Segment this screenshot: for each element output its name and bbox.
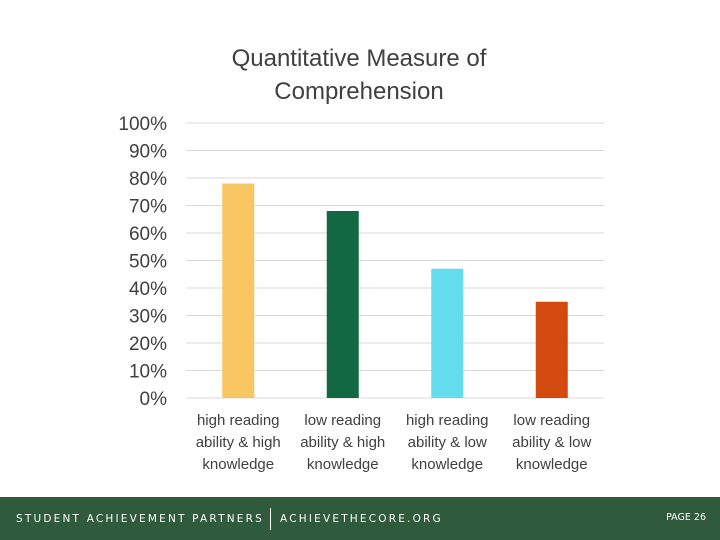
bar: [326, 211, 359, 398]
x-category-label: ability & high: [196, 434, 281, 451]
chart: Quantitative Measure of Comprehension 0% 10…: [118, 45, 604, 473]
y-tick-label: 30%: [129, 307, 167, 328]
x-category-label: high reading: [406, 412, 489, 429]
x-category-label: ability & high: [300, 434, 385, 451]
chart-title-line: Comprehension: [274, 78, 443, 105]
bar: [535, 301, 568, 398]
chart-title-line: Quantitative Measure of: [232, 45, 487, 72]
y-tick-label: 100%: [118, 114, 167, 135]
x-category-label: knowledge: [307, 456, 379, 473]
y-tick-label: 0%: [140, 389, 168, 410]
page-number: PAGE 26: [666, 512, 706, 523]
x-category-label: low reading: [513, 412, 590, 429]
footer-divider: [270, 508, 272, 530]
x-category-label: knowledge: [516, 456, 588, 473]
x-category-label: knowledge: [411, 456, 483, 473]
y-tick-label: 90%: [129, 142, 167, 163]
bar: [222, 183, 255, 398]
x-category-label: ability & low: [408, 434, 487, 451]
footer-bar: STUDENT ACHIEVEMENT PARTNERS ACHIEVETHEC…: [0, 497, 720, 540]
y-tick-label: 60%: [129, 224, 167, 245]
y-tick-label: 10%: [129, 362, 167, 383]
x-category-label: low reading: [304, 412, 381, 429]
org-name: STUDENT ACHIEVEMENT PARTNERS: [16, 513, 265, 525]
x-category-label: ability & low: [512, 434, 591, 451]
y-tick-label: 80%: [129, 169, 167, 190]
y-tick-label: 20%: [129, 334, 167, 355]
x-category-label: high reading: [197, 412, 280, 429]
y-tick-label: 40%: [129, 279, 167, 300]
footer-branding: STUDENT ACHIEVEMENT PARTNERS ACHIEVETHEC…: [16, 508, 443, 530]
x-category-label: knowledge: [202, 456, 274, 473]
y-tick-label: 50%: [129, 252, 167, 273]
y-tick-label: 70%: [129, 197, 167, 218]
bar: [431, 268, 464, 398]
website-link[interactable]: ACHIEVETHECORE.ORG: [280, 513, 443, 525]
